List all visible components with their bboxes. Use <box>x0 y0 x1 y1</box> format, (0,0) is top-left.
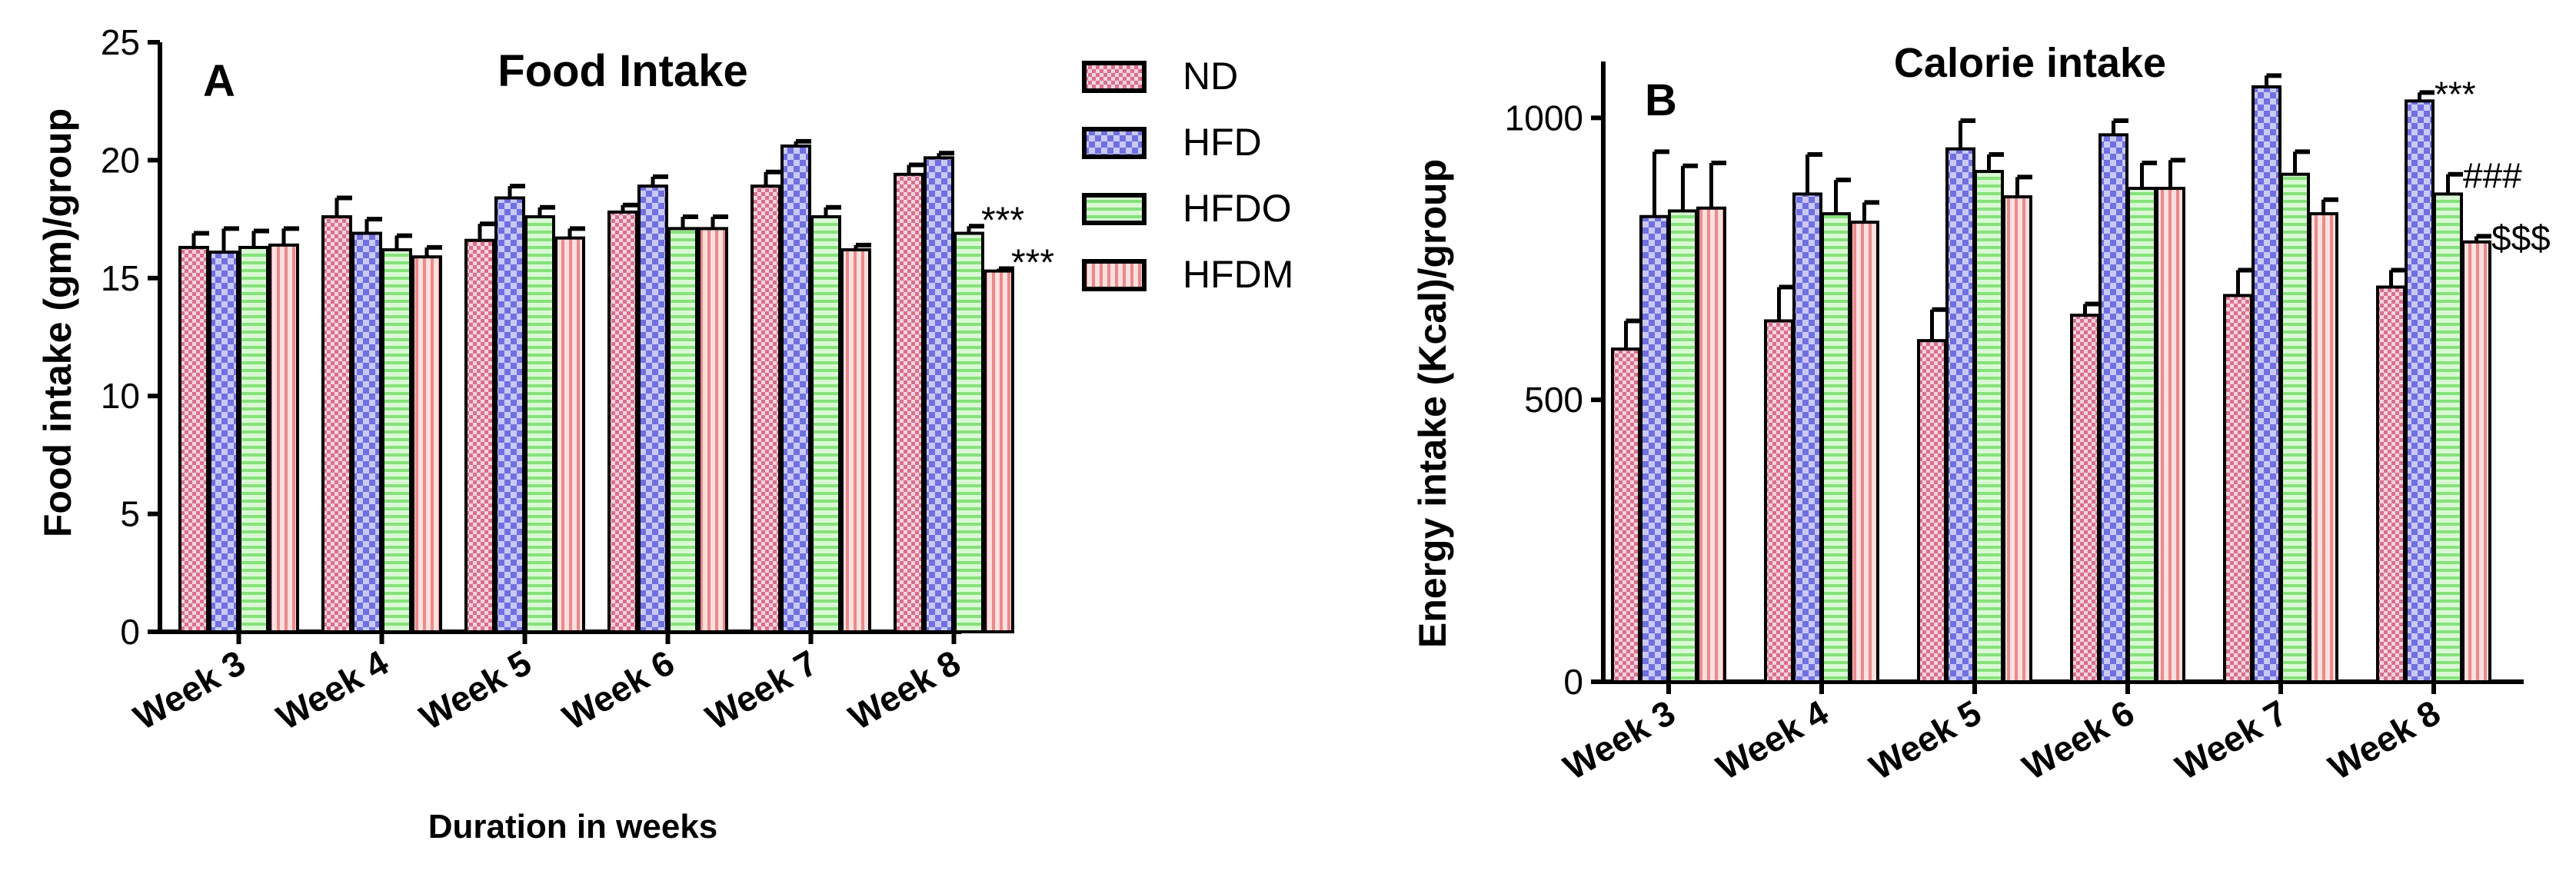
panel-a-label: A <box>203 56 235 106</box>
panel-a-x-axis-label: Duration in weeks <box>428 808 718 845</box>
panel-a-bar-hfd-week-3 <box>208 251 239 633</box>
panel-a-title: Food Intake <box>498 46 747 96</box>
panel-a-y-tick-label-10: 10 <box>101 376 140 416</box>
panel-b-bar-hfdm-week-4 <box>1849 221 1879 683</box>
panel-a-bar-nd-week-7 <box>751 184 781 633</box>
panel-a-annotation-0: *** <box>981 200 1024 241</box>
legend-item-hfdo: HFDO <box>1082 187 1292 230</box>
panel-a-bar-hfd-week-8 <box>924 156 954 634</box>
panel-a-y-tick-label-0: 0 <box>120 612 140 652</box>
panel-a-bar-hfdo-week-6 <box>667 227 698 633</box>
panel-a-category-label-week-7: Week 7 <box>699 643 824 738</box>
panel-b-bar-hfdm-week-5 <box>2002 195 2032 683</box>
panel-a-bar-hfdm-week-7 <box>840 247 871 633</box>
panel-a-category-label-week-6: Week 6 <box>556 643 681 738</box>
panel-b-bar-nd-week-6 <box>2070 314 2100 683</box>
panel-a-bar-nd-week-8 <box>894 172 924 634</box>
panel-b-annotation-2: $$$ <box>2491 218 2551 257</box>
panel-a-bar-hfd-week-6 <box>637 184 668 633</box>
panel-b-bar-hfdo-week-8 <box>2433 192 2463 683</box>
panel-a-bar-hfd-week-5 <box>494 196 525 634</box>
panel-b-bar-hfdo-week-6 <box>2127 187 2157 683</box>
panel-b-label: B <box>1645 75 1677 125</box>
panel-a-annotation-1: *** <box>1011 243 1054 284</box>
panel-b-bar-hfdo-week-3 <box>1668 209 1698 683</box>
panel-a-y-axis-label: Food intake (gm)/group <box>36 108 79 537</box>
legend: ND HFD HFDO HFDM <box>1082 55 1293 296</box>
legend-swatch-hfdo <box>1082 193 1147 225</box>
panel-b-bar-hfd-week-8 <box>2405 99 2435 683</box>
panel-b-bar-hfd-week-6 <box>2098 133 2128 683</box>
panel-b-bar-hfd-week-5 <box>1945 147 1975 684</box>
panel-a-bar-hfdo-week-7 <box>810 215 841 634</box>
panel-a-y-tick-label-20: 20 <box>101 140 140 180</box>
panel-b-bar-hfd-week-4 <box>1792 192 1822 683</box>
panel-a-bar-hfdo-week-8 <box>954 231 984 633</box>
panel-a-plot: 0 5 10 15 20 25 Week 3 Week 4 Week 5 Week 6 Week 7… <box>101 22 1054 738</box>
panel-b-bar-hfdo-week-7 <box>2280 172 2310 683</box>
panel-a-bar-hfdo-week-4 <box>381 247 412 633</box>
panel-a-bar-nd-week-3 <box>178 245 209 633</box>
panel-b-bar-hfd-week-7 <box>2252 85 2281 684</box>
panel-b-y-axis-label: Energy intake (Kcal)/group <box>1411 159 1454 648</box>
panel-b-bar-nd-week-5 <box>1917 339 1947 683</box>
legend-label-nd: ND <box>1183 55 1238 98</box>
panel-a-category-label-week-4: Week 4 <box>270 642 395 737</box>
panel-a-bar-nd-week-6 <box>607 210 638 633</box>
panel-b-bar-hfdo-week-4 <box>1821 212 1851 683</box>
panel-a-bar-nd-week-4 <box>321 215 352 634</box>
panel-b-category-label-week-5: Week 5 <box>1862 693 1988 788</box>
panel-a-bar-hfdm-week-4 <box>411 255 442 633</box>
panel-b-title: Calorie intake <box>1894 40 2166 86</box>
legend-item-hfdm: HFDM <box>1082 253 1293 296</box>
panel-b-category-label-week-6: Week 6 <box>2015 693 2141 788</box>
panel-a-bar-hfdo-week-5 <box>524 215 555 634</box>
legend-swatch-nd <box>1082 61 1147 93</box>
panel-b-bar-nd-week-8 <box>2376 285 2406 684</box>
panel-b-bar-hfdo-week-5 <box>1974 170 2004 684</box>
legend-label-hfdo: HFDO <box>1183 187 1292 230</box>
panel-a-bar-hfdm-week-5 <box>554 236 585 634</box>
legend-item-nd: ND <box>1082 55 1238 98</box>
panel-a-bar-hfd-week-7 <box>780 144 811 633</box>
panel-a-bar-hfdm-week-6 <box>697 227 728 633</box>
panel-b-bar-hfdm-week-6 <box>2155 187 2185 683</box>
panel-a-category-label-week-3: Week 3 <box>127 643 252 738</box>
panel-b-annotation-0: *** <box>2435 74 2476 114</box>
panel-b-category-label-week-8: Week 8 <box>2321 693 2447 788</box>
legend-swatch-hfdm <box>1082 259 1147 291</box>
panel-b-category-label-week-4: Week 4 <box>1709 692 1835 787</box>
panel-a-bar-hfdm-week-8 <box>983 269 1014 633</box>
panel-b-y-tick-label-1000: 1000 <box>1505 98 1583 138</box>
panel-b-y-tick-label-0: 0 <box>1563 662 1583 702</box>
panel-a-bar-hfdm-week-3 <box>268 243 299 633</box>
legend-swatch-hfd <box>1082 127 1147 159</box>
panel-b-bar-hfdm-week-8 <box>2461 240 2491 684</box>
panel-b-bar-nd-week-7 <box>2223 294 2253 683</box>
panel-b-annotation-1: ### <box>2463 156 2522 196</box>
panel-b-y-tick-label-500: 500 <box>1524 380 1583 420</box>
panel-b-bar-nd-week-4 <box>1764 319 1794 683</box>
panel-a-bar-hfd-week-4 <box>351 231 382 633</box>
panel-b-bar-nd-week-3 <box>1611 347 1641 683</box>
panel-a-category-label-week-5: Week 5 <box>413 643 538 738</box>
panel-a-bar-nd-week-5 <box>464 238 495 633</box>
panel-a-y-tick-label-25: 25 <box>101 22 140 62</box>
panel-b-category-label-week-7: Week 7 <box>2168 693 2294 788</box>
panel-a-category-label-week-8: Week 8 <box>842 643 967 738</box>
panel-b-bar-hfdm-week-7 <box>2308 212 2338 683</box>
panel-a-y-tick-label-5: 5 <box>120 494 140 534</box>
panel-a-bar-hfdo-week-3 <box>238 245 269 633</box>
panel-b-calorie-intake: B Calorie intake Energy intake (Kcal)/gr… <box>1411 40 2551 788</box>
panel-a-food-intake: A Food Intake Food intake (gm)/group Dur… <box>36 22 1054 845</box>
panel-b-category-label-week-3: Week 3 <box>1556 693 1682 788</box>
legend-item-hfd: HFD <box>1082 121 1262 164</box>
panel-b-plot: 0 500 1000 Week 3 Week 4 Week 5 Week 6 Week 7 We… <box>1505 61 2551 788</box>
legend-label-hfdm: HFDM <box>1183 253 1293 296</box>
panel-b-bar-hfd-week-3 <box>1639 214 1669 683</box>
legend-label-hfd: HFD <box>1183 121 1262 164</box>
panel-b-bar-hfdm-week-3 <box>1696 206 1726 683</box>
panel-a-y-tick-label-15: 15 <box>101 258 140 298</box>
